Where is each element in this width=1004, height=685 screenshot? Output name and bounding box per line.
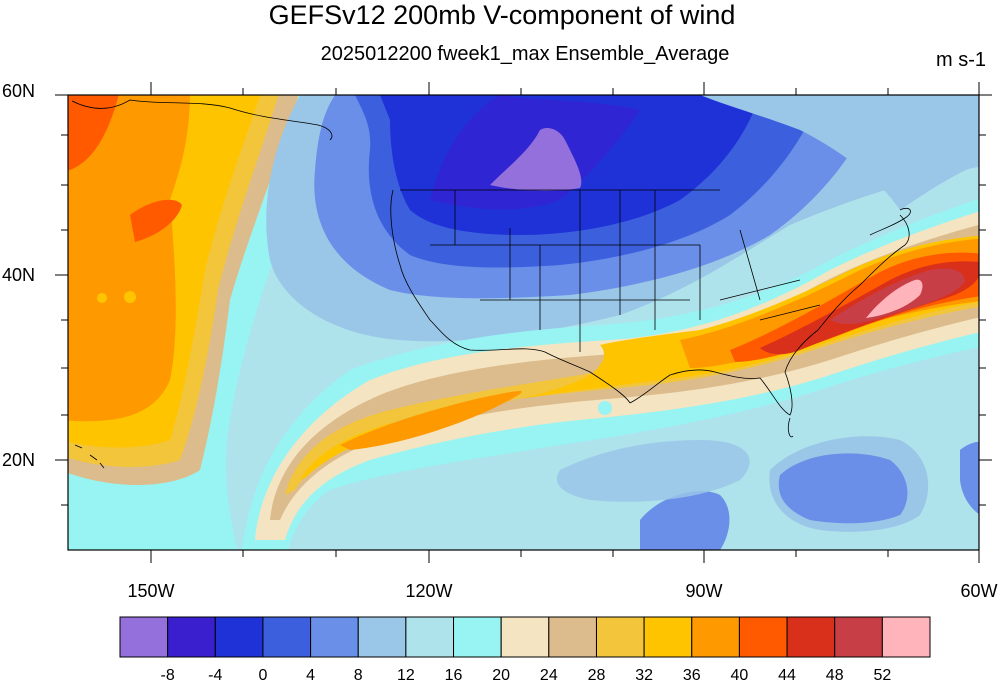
colorbar-label: 52 [873,667,892,684]
colorbar-swatch [881,616,931,658]
colorbar-label: 40 [730,667,749,684]
colorbar-swatch [119,616,169,658]
colorbar-swatch [167,616,216,658]
colorbar-label: 36 [682,667,701,684]
colorbar-swatch [262,616,312,658]
colorbar-label: 24 [539,667,558,684]
colorbar-swatch [738,616,788,658]
colorbar-label: -4 [208,667,223,684]
units-label: m s-1 [936,49,986,71]
colorbar-label: 12 [396,667,415,684]
colorbar [119,616,931,658]
map-title: GEFSv12 200mb V-component of wind [268,0,736,30]
colorbar-swatch [691,616,740,658]
lon-label-90w: 90W [685,581,723,601]
colorbar-label: 8 [353,667,363,684]
lat-label-60n: 60N [2,81,36,101]
colorbar-label: 0 [258,667,268,684]
colorbar-swatch [786,616,836,658]
colorbar-label: -8 [160,667,175,684]
colorbar-label: 32 [635,667,654,684]
lon-label-120w: 120W [405,581,453,601]
colorbar-swatch [595,616,645,658]
colorbar-swatch [643,616,693,658]
colorbar-label: 20 [492,667,511,684]
lat-label-40n: 40N [2,265,36,285]
wind-field [68,95,979,550]
colorbar-swatch [214,616,264,658]
lon-label-60w: 60W [960,581,998,601]
colorbar-swatch [500,616,550,658]
lat-label-20n: 20N [2,450,36,470]
colorbar-swatch [834,616,883,658]
lon-label-150w: 150W [127,581,175,601]
colorbar-swatch [405,616,455,658]
colorbar-label: 48 [825,667,844,684]
boundaries [71,99,911,469]
colorbar-label: 28 [587,667,606,684]
colorbar-swatch [310,616,359,658]
colorbar-swatch [357,616,407,658]
colorbar-swatch [453,616,502,658]
colorbar-swatch [548,616,597,658]
map-subtitle: 2025012200 fweek1_max Ensemble_Average [320,43,730,65]
colorbar-label: 16 [444,667,463,684]
colorbar-label: 4 [306,667,316,684]
axis-ticks [55,82,992,563]
colorbar-label: 44 [778,667,796,684]
